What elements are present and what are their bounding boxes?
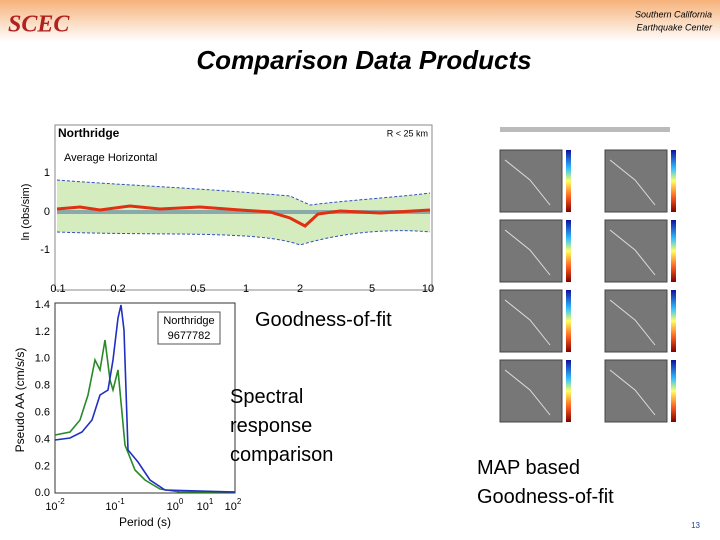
legend-text: 9677782: [168, 330, 211, 342]
y-tick-label: 0.0: [35, 487, 50, 499]
map-coast: [504, 299, 551, 346]
tick-base: 10: [105, 501, 117, 513]
plot-label: Average Horizontal: [64, 152, 157, 164]
y-tick-label: 1.4: [35, 299, 50, 311]
legend-box: [157, 311, 221, 345]
tick-base: 10: [167, 501, 179, 513]
page-number: 13: [691, 521, 700, 530]
gof-bound: [56, 179, 431, 206]
tick-exponent: 0: [179, 497, 184, 506]
y-axis-label: Pseudo AA (cm/s/s): [13, 348, 27, 453]
header-band: [0, 0, 720, 42]
plot-label: R < 25 km: [387, 128, 428, 138]
caption: Spectral response comparison: [230, 386, 334, 466]
tick-base: 10: [45, 501, 57, 513]
caption: MAP based Goodness-of-fit: [477, 457, 614, 508]
map-colorbar: [566, 360, 571, 422]
tick-exponent: -2: [58, 497, 66, 506]
y-tick-label: 0.4: [35, 433, 50, 445]
gof-curve: [56, 204, 431, 228]
y-tick-label: 1.0: [35, 353, 50, 365]
map-coast: [609, 369, 656, 416]
tick-exponent: 1: [209, 497, 214, 506]
map-colorbar: [671, 220, 676, 282]
map-colorbar: [566, 290, 571, 352]
map-coast: [609, 159, 656, 206]
map-coast: [504, 229, 551, 276]
map-coast: [504, 369, 551, 416]
x-tick-label: 5: [369, 283, 375, 295]
x-axis-label: Period (s): [119, 515, 171, 529]
x-tick-label: 10: [422, 283, 434, 295]
x-tick-label: 0.1: [50, 283, 65, 295]
x-tick-label: 102: [225, 497, 242, 513]
y-tick-label: 1.2: [35, 326, 50, 338]
y-tick-label: 0.2: [35, 460, 50, 472]
plot-label: Northridge: [58, 126, 120, 140]
logo: SCEC: [8, 12, 70, 38]
caption: Goodness-of-fit: [255, 309, 392, 331]
tick-base: 10: [225, 501, 237, 513]
legend-text: Northridge: [163, 315, 214, 327]
org-name: Earthquake Center: [636, 22, 713, 32]
map-colorbar: [671, 360, 676, 422]
x-tick-label: 0.5: [190, 283, 205, 295]
x-tick-label: 0.2: [110, 283, 125, 295]
map-coast: [504, 159, 551, 206]
x-tick-label: 10-2: [45, 497, 65, 513]
map-coast: [609, 299, 656, 346]
x-tick-label: 2: [297, 283, 303, 295]
tick-exponent: 2: [237, 497, 242, 506]
y-axis-label: ln (obs/sim): [20, 184, 32, 241]
y-tick-label: -1: [40, 244, 50, 256]
y-tick-label: 0.6: [35, 407, 50, 419]
map-colorbar: [671, 150, 676, 212]
gof-bound: [56, 230, 431, 246]
map-title-strip: [500, 127, 670, 132]
map-colorbar: [671, 290, 676, 352]
y-tick-label: 1: [44, 167, 50, 179]
org-name: Southern California: [635, 9, 712, 19]
x-tick-label: 10-1: [105, 497, 125, 513]
tick-exponent: -1: [118, 497, 126, 506]
slide-title: Comparison Data Products: [196, 45, 531, 75]
tick-base: 10: [197, 501, 209, 513]
spectral-curve: [54, 304, 236, 493]
y-tick-label: 0.8: [35, 380, 50, 392]
map-colorbar: [566, 220, 571, 282]
y-tick-label: 0: [44, 206, 50, 218]
map-colorbar: [566, 150, 571, 212]
x-tick-label: 100: [167, 497, 184, 513]
map-coast: [609, 229, 656, 276]
spectral-curve: [54, 339, 235, 493]
x-tick-label: 1: [243, 283, 249, 295]
x-tick-label: 101: [197, 497, 214, 513]
